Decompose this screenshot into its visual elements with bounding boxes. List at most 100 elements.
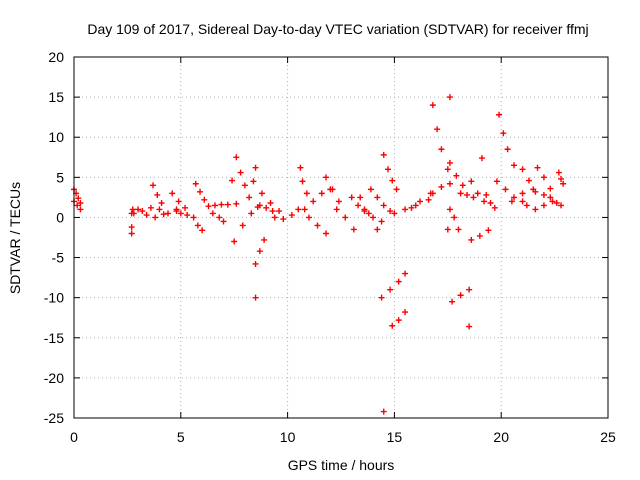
data-point bbox=[402, 206, 409, 213]
data-point bbox=[77, 200, 84, 207]
data-point bbox=[350, 226, 357, 233]
x-tick-label: 0 bbox=[70, 429, 78, 445]
data-point bbox=[199, 227, 206, 234]
data-point bbox=[314, 222, 321, 229]
data-point bbox=[248, 210, 255, 217]
data-point bbox=[246, 194, 253, 201]
data-point bbox=[258, 190, 265, 197]
data-point bbox=[177, 210, 184, 217]
data-point bbox=[160, 211, 167, 218]
data-point bbox=[378, 218, 385, 225]
data-point bbox=[361, 206, 368, 213]
data-point bbox=[164, 210, 171, 217]
data-point bbox=[288, 212, 295, 219]
data-point bbox=[301, 206, 308, 213]
data-point bbox=[519, 166, 526, 173]
data-point bbox=[135, 206, 142, 213]
data-point bbox=[446, 206, 453, 213]
data-point bbox=[532, 188, 539, 195]
data-point bbox=[487, 200, 494, 207]
y-tick-label: -5 bbox=[52, 250, 65, 266]
data-point bbox=[393, 186, 400, 193]
y-tick-label: 0 bbox=[56, 209, 64, 225]
data-point bbox=[261, 236, 268, 243]
data-point bbox=[434, 126, 441, 133]
data-point bbox=[555, 169, 562, 176]
data-point bbox=[139, 208, 146, 215]
data-point bbox=[457, 190, 464, 197]
data-point bbox=[547, 194, 554, 201]
data-point bbox=[504, 146, 511, 153]
data-point bbox=[209, 210, 216, 217]
data-point bbox=[239, 222, 246, 229]
data-point bbox=[491, 204, 498, 211]
data-point bbox=[560, 180, 567, 187]
data-point bbox=[429, 102, 436, 109]
data-point bbox=[540, 202, 547, 209]
data-point bbox=[446, 180, 453, 187]
data-point bbox=[374, 226, 381, 233]
data-point bbox=[540, 174, 547, 181]
data-point bbox=[384, 166, 391, 173]
data-point bbox=[511, 162, 518, 169]
data-point bbox=[549, 198, 556, 205]
data-point bbox=[408, 204, 415, 211]
data-point bbox=[547, 185, 554, 192]
data-point bbox=[558, 202, 565, 209]
data-point bbox=[525, 177, 532, 184]
data-point bbox=[389, 322, 396, 329]
data-point bbox=[152, 214, 159, 221]
data-point bbox=[508, 198, 515, 205]
data-point bbox=[129, 206, 136, 213]
data-point bbox=[77, 206, 84, 213]
data-point bbox=[192, 180, 199, 187]
data-point bbox=[276, 208, 283, 215]
data-point bbox=[252, 294, 259, 301]
data-point bbox=[466, 323, 473, 330]
data-point bbox=[355, 202, 362, 209]
data-point bbox=[519, 198, 526, 205]
data-point bbox=[154, 191, 161, 198]
y-tick-label: 5 bbox=[56, 169, 64, 185]
data-point bbox=[417, 198, 424, 205]
data-point bbox=[220, 218, 227, 225]
data-point bbox=[457, 292, 464, 299]
data-point bbox=[252, 164, 259, 171]
data-point bbox=[323, 174, 330, 181]
data-point bbox=[481, 198, 488, 205]
x-tick-label: 15 bbox=[387, 429, 403, 445]
data-point bbox=[175, 198, 182, 205]
data-point bbox=[182, 204, 189, 211]
data-point bbox=[395, 317, 402, 324]
data-point bbox=[143, 212, 150, 219]
data-point bbox=[532, 206, 539, 213]
data-point bbox=[342, 214, 349, 221]
data-point bbox=[446, 94, 453, 101]
data-point bbox=[218, 201, 225, 208]
data-point bbox=[387, 208, 394, 215]
data-point bbox=[190, 214, 197, 221]
data-point bbox=[540, 191, 547, 198]
data-point bbox=[395, 278, 402, 285]
data-point bbox=[476, 232, 483, 239]
data-point bbox=[519, 190, 526, 197]
data-point bbox=[446, 159, 453, 166]
data-point bbox=[402, 309, 409, 316]
x-axis-label: GPS time / hours bbox=[288, 457, 395, 473]
data-point bbox=[233, 154, 240, 161]
y-tick-label: -10 bbox=[44, 290, 64, 306]
grid-lines bbox=[74, 57, 608, 418]
data-point bbox=[511, 194, 518, 201]
data-point bbox=[438, 183, 445, 190]
data-point bbox=[201, 196, 208, 203]
data-point bbox=[128, 230, 135, 237]
data-point bbox=[323, 230, 330, 237]
data-point bbox=[197, 188, 204, 195]
data-point bbox=[370, 214, 377, 221]
data-point bbox=[438, 146, 445, 153]
data-point bbox=[523, 202, 530, 209]
y-tick-label: 10 bbox=[48, 129, 64, 145]
data-point bbox=[502, 186, 509, 193]
data-point bbox=[216, 214, 223, 221]
data-point bbox=[318, 190, 325, 197]
